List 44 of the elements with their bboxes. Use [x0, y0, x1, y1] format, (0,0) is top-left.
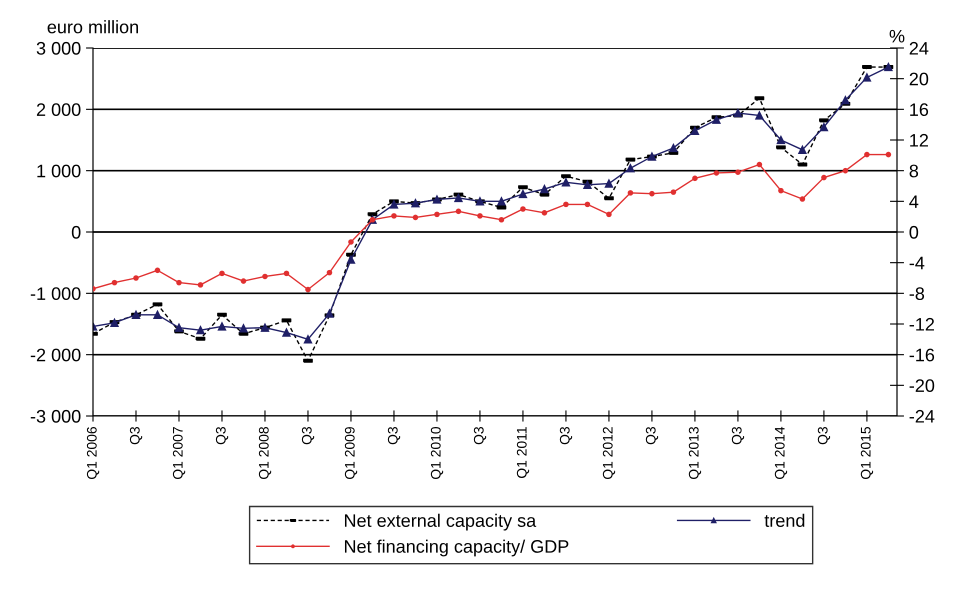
- y2-tick-label: 12: [910, 134, 928, 147]
- y2-tick-label: -8: [910, 287, 924, 300]
- y2-tick-label: -16: [910, 348, 934, 362]
- y-tick-label: 2 000: [36, 103, 80, 116]
- y2-tick-label: 0: [910, 226, 918, 239]
- y2-tick-label: 24: [910, 42, 928, 55]
- legend-label: Net external capacity sa: [344, 514, 536, 531]
- y-tick-label: 0: [72, 226, 80, 239]
- y2-tick-label: 16: [910, 103, 928, 116]
- y-axis-title: euro million: [48, 20, 138, 34]
- x-tick-label: Q1 2010: [430, 426, 444, 480]
- x-tick-label: Q1 2007: [172, 427, 186, 480]
- x-tick-label: Q1 2009: [344, 427, 358, 480]
- x-tick-label: Q3: [560, 427, 572, 444]
- y-tick-label: -3 000: [30, 410, 80, 423]
- y-tick-label: 3 000: [36, 42, 80, 55]
- x-tick-label: Q3: [130, 427, 142, 444]
- legend-label: Net financing capacity/ GDP: [344, 540, 568, 556]
- x-tick-label: Q3: [474, 427, 486, 444]
- y2-tick-label: 20: [910, 72, 928, 86]
- x-tick-label: Q3: [302, 427, 314, 444]
- y-tick-label: -2 000: [30, 348, 80, 362]
- x-tick-label: Q3: [216, 427, 228, 444]
- x-tick-label: Q1 2012: [602, 427, 616, 480]
- x-tick-label: Q1 2013: [688, 427, 702, 480]
- x-tick-label: Q1 2014: [774, 426, 788, 480]
- y2-tick-label: -4: [910, 256, 924, 270]
- y2-tick-label: -12: [910, 318, 934, 331]
- x-tick-label: Q1 2015: [860, 426, 874, 480]
- x-tick-label: Q3: [732, 427, 744, 444]
- x-tick-label: Q3: [388, 427, 400, 444]
- y-tick-label: 1 000: [37, 164, 80, 178]
- x-tick-label: Q3: [818, 427, 830, 444]
- y2-tick-label: 4: [909, 195, 918, 208]
- y2-axis-title: %: [890, 30, 904, 43]
- y-tick-label: -1 000: [30, 287, 80, 300]
- x-tick-label: Q1 2011: [516, 427, 530, 478]
- x-tick-label: Q3: [646, 427, 658, 444]
- y2-tick-label: 8: [910, 164, 918, 178]
- y2-tick-label: -24: [910, 410, 934, 423]
- x-tick-label: Q1 2008: [258, 427, 272, 480]
- x-tick-label: Q1 2006: [86, 427, 100, 480]
- legend-label: trend: [764, 514, 804, 527]
- y2-tick-label: -20: [910, 379, 934, 392]
